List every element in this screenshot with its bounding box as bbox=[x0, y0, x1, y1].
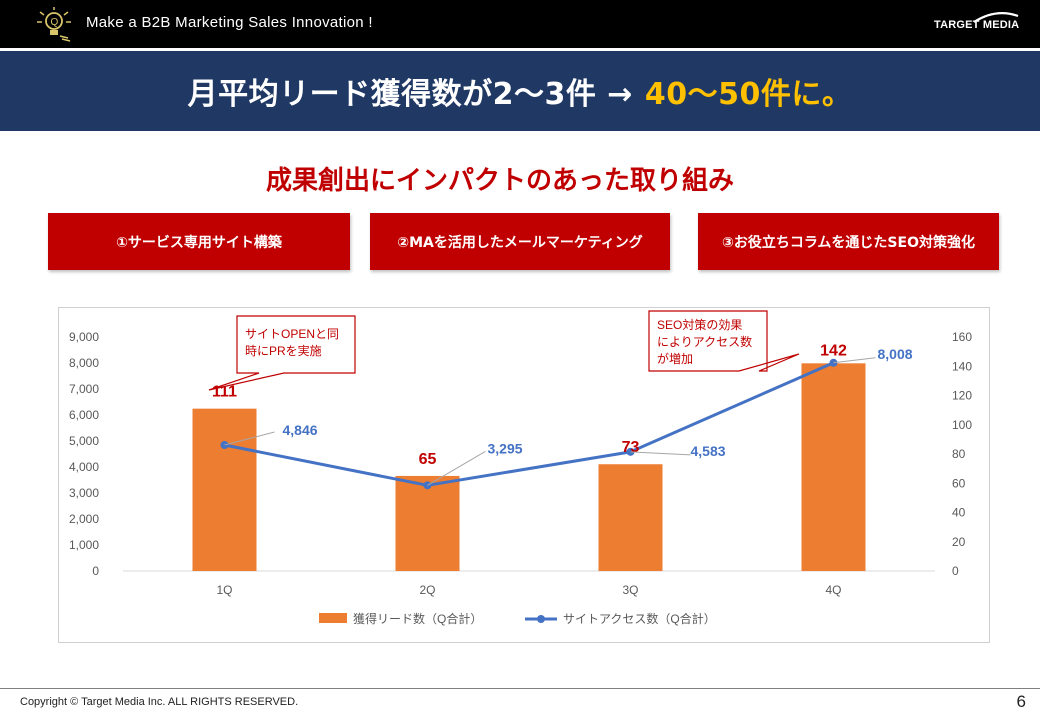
bar-lead-count bbox=[598, 464, 663, 571]
legend-marker-site-access bbox=[537, 615, 545, 623]
line-data-label: 4,583 bbox=[691, 443, 726, 459]
x-axis-tick-label: 3Q bbox=[622, 583, 638, 597]
line-point-site-access bbox=[626, 447, 635, 456]
right-axis-tick-label: 160 bbox=[952, 330, 972, 344]
bar-lead-count bbox=[801, 363, 866, 571]
callout-text-line: 時にPRを実施 bbox=[245, 343, 322, 358]
line-site-access bbox=[224, 361, 835, 487]
data-label-leader-line bbox=[224, 431, 275, 446]
x-axis-tick-label: 4Q bbox=[825, 583, 841, 597]
x-axis-tick-label: 2Q bbox=[419, 583, 435, 597]
right-axis-tick-label: 0 bbox=[952, 564, 959, 578]
bar-lead-count bbox=[395, 475, 460, 571]
right-axis-tick-label: 140 bbox=[952, 359, 972, 373]
legend-label-site-access: サイトアクセス数（Q合計） bbox=[563, 611, 716, 626]
right-axis-tick-label: 100 bbox=[952, 418, 972, 432]
data-label-leader-line bbox=[630, 451, 691, 456]
initiative-box-1: ①サービス専用サイト構築 bbox=[48, 213, 350, 270]
logo-swoosh-icon bbox=[973, 11, 1019, 23]
right-axis-tick-label: 40 bbox=[952, 506, 966, 520]
banner-highlight: 40～50件に。 bbox=[644, 77, 853, 112]
header-tagline: Make a B2B Marketing Sales Innovation ! bbox=[86, 14, 373, 31]
left-axis-tick-label: 6,000 bbox=[69, 408, 99, 422]
page-number: 6 bbox=[1016, 692, 1026, 711]
data-label-leader-line bbox=[427, 450, 486, 486]
left-axis-tick-label: 5,000 bbox=[69, 434, 99, 448]
initiative-box-3: ③お役立ちコラムを通じたSEO対策強化 bbox=[698, 213, 999, 270]
callout-text-line: によりアクセス数 bbox=[657, 334, 752, 349]
left-axis-tick-label: 2,000 bbox=[69, 512, 99, 526]
right-axis-tick-label: 120 bbox=[952, 389, 972, 403]
bar-lead-count bbox=[192, 408, 257, 571]
initiative-box-2: ②MAを活用したメールマーケティング bbox=[370, 213, 670, 270]
line-data-label: 4,846 bbox=[283, 422, 318, 438]
combo-chart: 0 1,000 2,000 3,000 4,000 5,000 6,000 7,000 8,00… bbox=[69, 310, 972, 626]
bar-data-label: 65 bbox=[419, 451, 437, 468]
data-label-leader-line bbox=[833, 357, 876, 364]
bar-data-label: 142 bbox=[820, 342, 847, 359]
lightbulb-icon: Q bbox=[37, 7, 71, 42]
banner-title: 月平均リード獲得数が2～3件 → bbox=[187, 77, 633, 112]
line-data-label: 8,008 bbox=[878, 346, 913, 362]
line-point-site-access bbox=[423, 481, 432, 490]
chart-frame: 0 1,000 2,000 3,000 4,000 5,000 6,000 7,000 8,00… bbox=[58, 307, 990, 643]
callout-text-line: が増加 bbox=[657, 351, 693, 366]
callout-bubble bbox=[208, 315, 356, 391]
footer-divider bbox=[0, 688, 1040, 689]
legend-swatch-lead-count bbox=[319, 613, 347, 623]
company-logo: TARGET MEDIA bbox=[934, 10, 1024, 40]
headline-banner: 月平均リード獲得数が2～3件 → 40～50件に。 bbox=[0, 51, 1040, 131]
copyright-text: Copyright © Target Media Inc. ALL RIGHTS… bbox=[20, 696, 299, 708]
bar-data-label: 73 bbox=[622, 439, 640, 456]
right-axis-tick-label: 60 bbox=[952, 476, 966, 490]
left-axis-tick-label: 8,000 bbox=[69, 356, 99, 370]
left-axis-tick-label: 7,000 bbox=[69, 382, 99, 396]
legend-label-lead-count: 獲得リード数（Q合計） bbox=[353, 611, 482, 626]
svg-text:Q: Q bbox=[51, 17, 59, 28]
line-data-label: 3,295 bbox=[488, 440, 523, 456]
section-subtitle: 成果創出にインパクトのあった取り組み bbox=[265, 166, 734, 196]
left-axis-tick-label: 3,000 bbox=[69, 486, 99, 500]
left-axis-tick-label: 1,000 bbox=[69, 538, 99, 552]
right-axis-tick-label: 80 bbox=[952, 447, 966, 461]
callout-bubble bbox=[648, 310, 800, 372]
logo-text: TARGET MEDIA bbox=[934, 19, 1020, 31]
left-axis-tick-label: 0 bbox=[92, 564, 99, 578]
x-axis-tick-label: 1Q bbox=[216, 583, 232, 597]
callout-text-line: サイトOPENと同 bbox=[245, 327, 339, 341]
top-bar: Q Make a B2B Marketing Sales Innovation … bbox=[0, 0, 1040, 48]
left-axis-tick-label: 4,000 bbox=[69, 460, 99, 474]
right-axis-tick-label: 20 bbox=[952, 535, 966, 549]
callout-text-line: SEO対策の効果 bbox=[657, 317, 742, 332]
left-axis-tick-label: 9,000 bbox=[69, 330, 99, 344]
